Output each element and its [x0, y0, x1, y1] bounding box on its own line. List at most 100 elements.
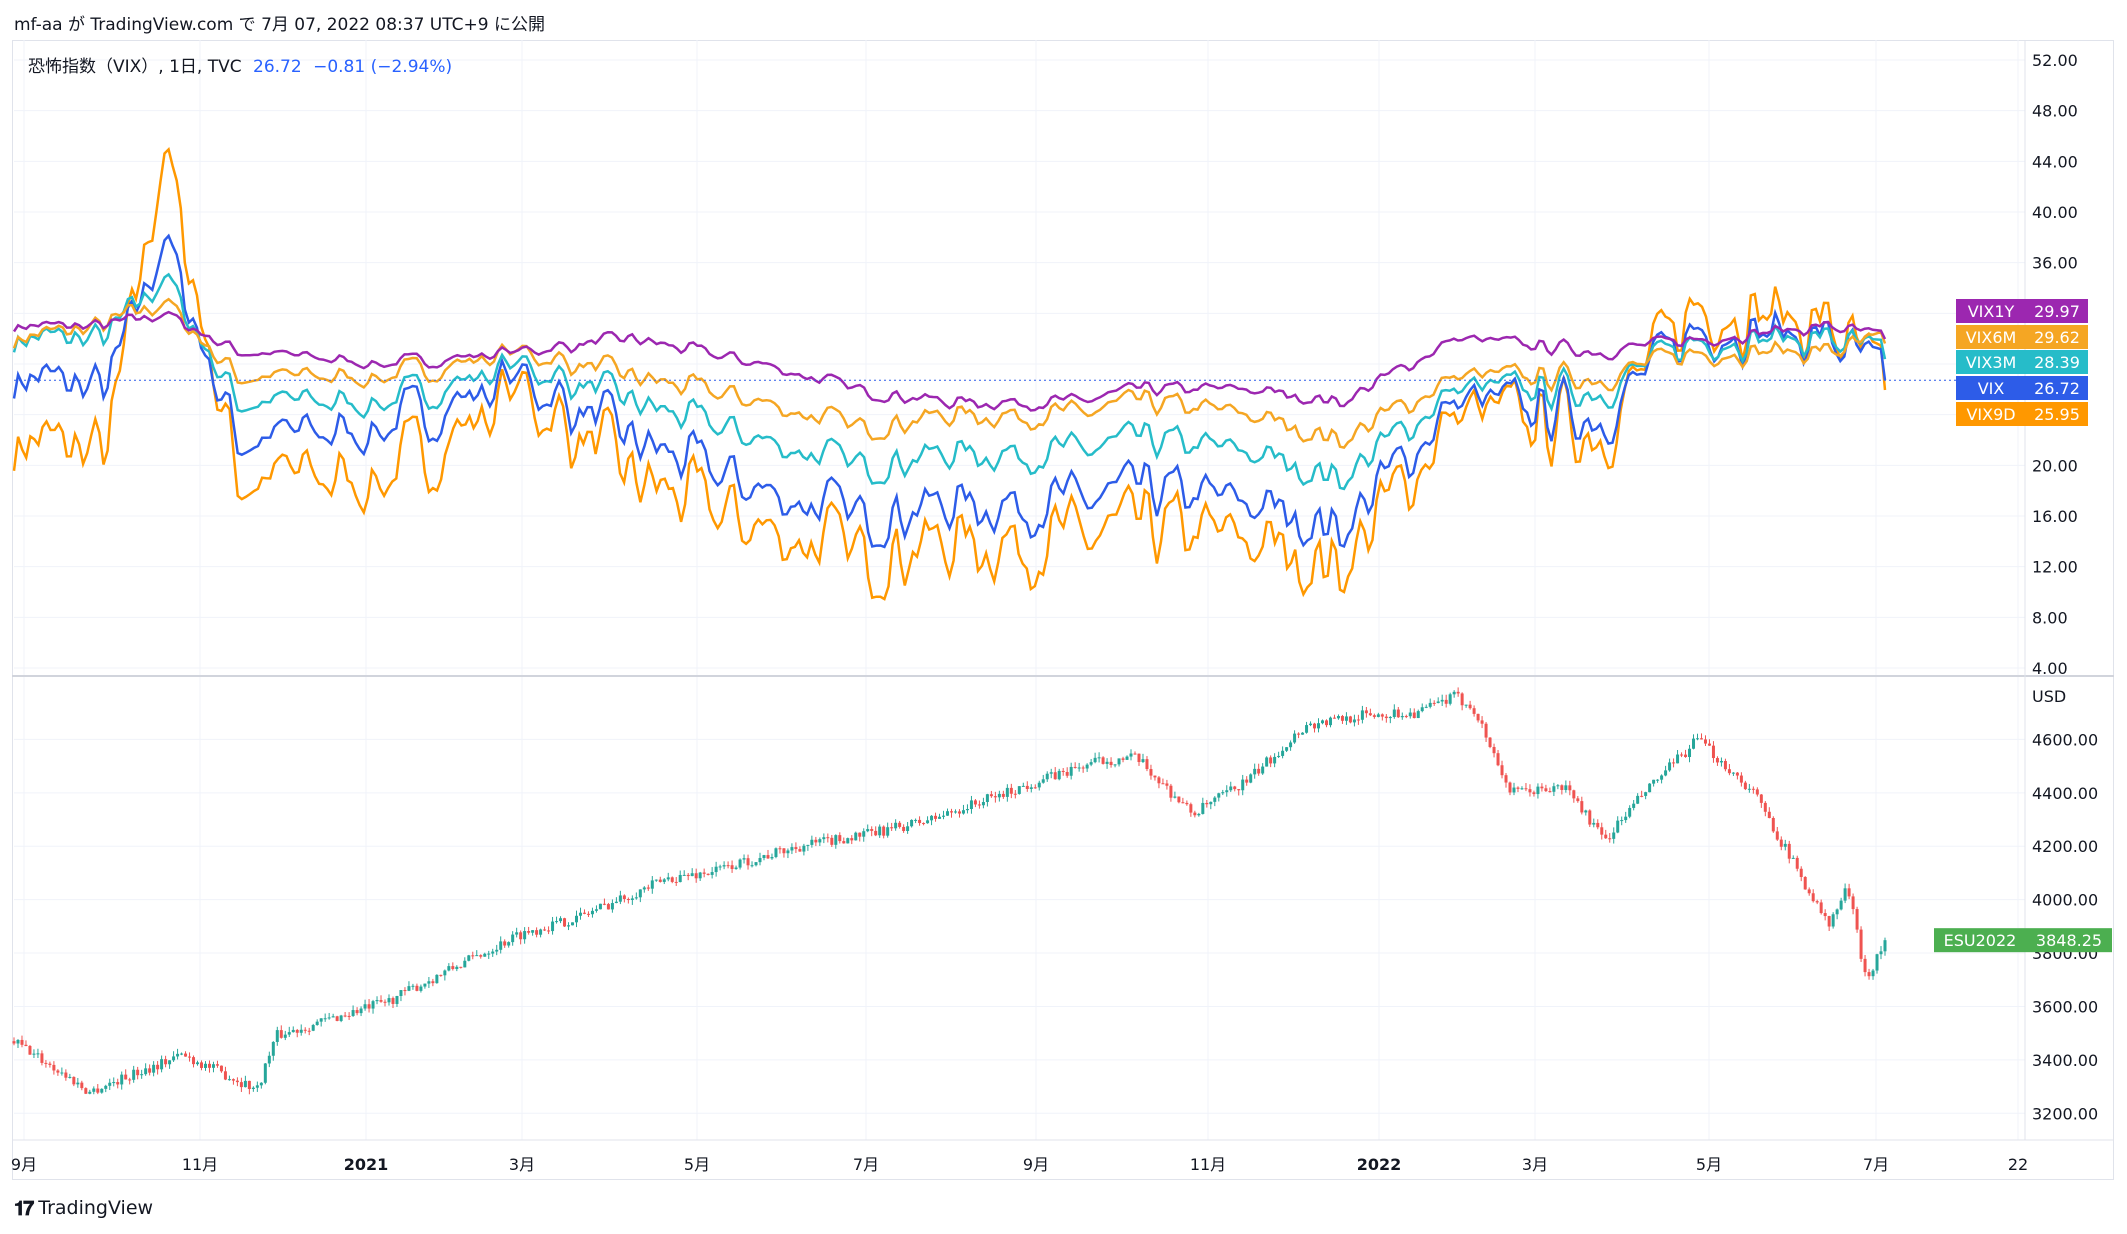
candle-body [1356, 719, 1360, 721]
es-y-tick-label: 3600.00 [2032, 997, 2098, 1016]
candle-body [666, 877, 670, 880]
candle-body [16, 1039, 20, 1044]
candle-body [335, 1016, 339, 1021]
candle-body [1696, 738, 1700, 740]
candle-body [1005, 787, 1009, 797]
series-tag-value: 29.97 [2034, 302, 2080, 321]
candle-body [351, 1010, 355, 1016]
candle-body [1480, 720, 1484, 724]
candle-body [371, 1001, 375, 1009]
candle-body [1169, 785, 1173, 798]
candle-body [926, 820, 930, 824]
candle-body [770, 857, 774, 859]
candle-body [1819, 902, 1823, 914]
candle-body [1727, 769, 1731, 774]
es-y-tick-label: 3200.00 [2032, 1104, 2098, 1123]
candle-body [48, 1063, 52, 1065]
candle-body [196, 1062, 200, 1065]
candle-body [427, 981, 431, 984]
candle-body [1815, 901, 1819, 903]
candle-body [287, 1032, 291, 1035]
candle-body [1676, 754, 1680, 764]
candle-body [367, 1004, 371, 1009]
candle-body [1321, 720, 1325, 724]
candle-body [547, 930, 551, 932]
candle-body [219, 1065, 223, 1072]
candle-body [618, 895, 622, 902]
candle-body [1293, 733, 1297, 743]
candle-body [283, 1034, 287, 1038]
candle-body [1432, 702, 1436, 704]
candle-body [1033, 787, 1037, 789]
candle-body [259, 1082, 263, 1086]
candle-body [12, 1041, 16, 1044]
candle-body [838, 835, 842, 842]
candle-body [1317, 723, 1321, 729]
candle-body [1352, 719, 1356, 723]
candle-body [395, 996, 399, 1004]
candle-body [973, 800, 977, 805]
candle-body [1305, 725, 1309, 733]
vix-y-tick-label: 44.00 [2032, 152, 2078, 171]
candle-body [1332, 717, 1336, 719]
candle-body [387, 998, 391, 1003]
candle-body [44, 1062, 48, 1064]
candle-body [782, 848, 786, 854]
candle-body [303, 1029, 307, 1031]
candle-body [750, 865, 754, 867]
candle-body [1173, 796, 1177, 798]
candle-body [1229, 786, 1233, 791]
es-y-tick-label: 4000.00 [2032, 891, 2098, 910]
candle-body [1053, 772, 1057, 780]
x-tick-label: 22 [2008, 1155, 2028, 1174]
candle-body [1336, 716, 1340, 719]
candle-body [1436, 701, 1440, 704]
candle-body [874, 830, 878, 836]
candle-body [1703, 739, 1707, 744]
candle-body [56, 1070, 60, 1073]
es-name-tag [1934, 928, 2026, 953]
candle-body [156, 1064, 160, 1070]
candle-body [1049, 772, 1053, 774]
candle-body [1057, 770, 1061, 780]
candle-body [1799, 868, 1803, 877]
candle-body [215, 1064, 219, 1066]
candle-body [1688, 748, 1692, 758]
candle-body [602, 903, 606, 905]
candle-body [1508, 782, 1512, 793]
candle-body [862, 831, 866, 837]
candle-body [854, 832, 858, 841]
candle-body [1105, 761, 1109, 764]
series-tag-label: VIX6M [1966, 328, 2017, 347]
vix-y-tick-label: 48.00 [2032, 102, 2078, 121]
candle-body [239, 1082, 243, 1088]
candle-body [878, 826, 882, 836]
candle-body [419, 986, 423, 991]
candle-body [1205, 802, 1209, 805]
candle-body [211, 1064, 215, 1068]
series-value-tag-vix1y [2026, 299, 2088, 323]
candle-body [634, 897, 638, 899]
series-line-vix1y [12, 310, 1887, 412]
candle-body [682, 874, 686, 876]
candle-body [1093, 757, 1097, 763]
candle-body [116, 1082, 120, 1085]
candle-body [798, 849, 802, 852]
candle-body [1656, 779, 1660, 781]
series-tag-value: 25.95 [2034, 405, 2080, 424]
candle-body [1396, 709, 1400, 718]
candle-body [539, 929, 543, 935]
series-tag-vix1y [1956, 299, 2026, 323]
candle-body [1041, 779, 1045, 783]
es-candles-layer [12, 687, 1887, 1095]
candle-body [1612, 832, 1616, 839]
candle-body [291, 1029, 295, 1033]
candle-body [1604, 834, 1608, 839]
series-tag-label: VIX [1978, 379, 2005, 398]
candle-body [1153, 775, 1157, 778]
candle-body [722, 865, 726, 867]
candle-body [383, 1001, 387, 1003]
tradingview-logo[interactable]: 𝟏𝟕 TradingView [14, 1196, 153, 1220]
candle-body [1273, 756, 1277, 764]
